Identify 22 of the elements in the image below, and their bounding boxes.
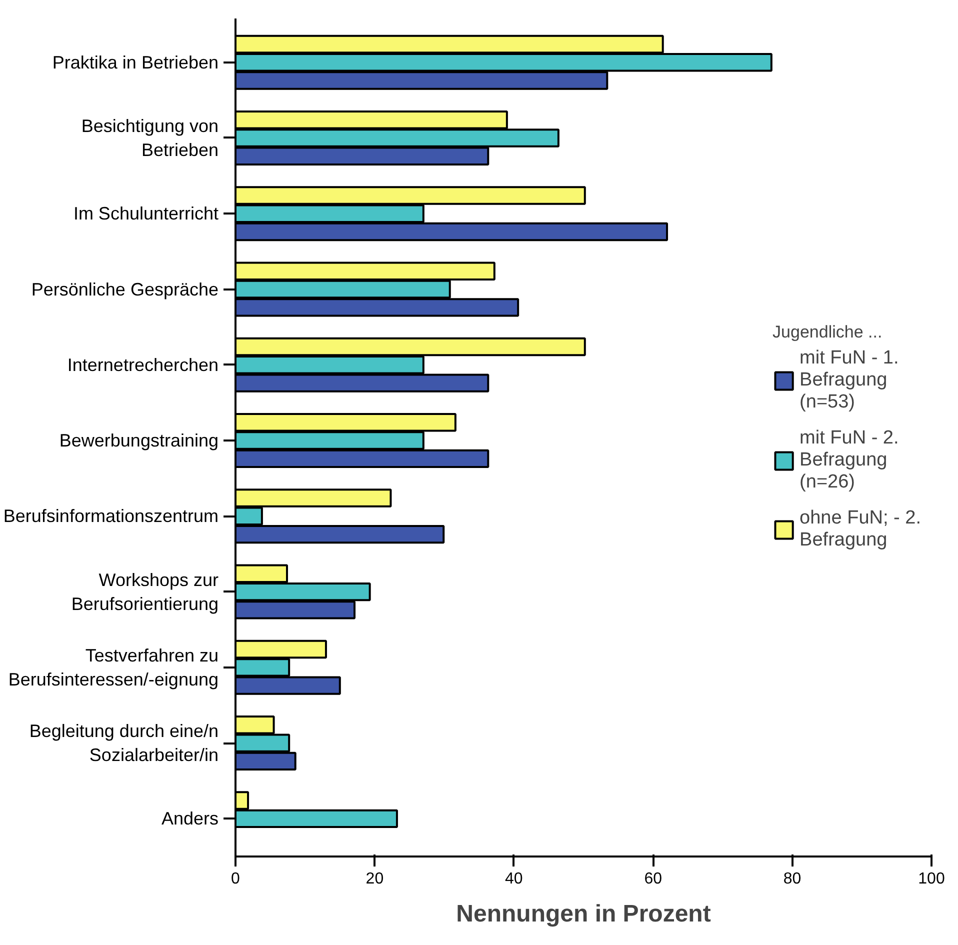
y-tick-label: Besichtigung von Betrieben [81, 116, 219, 160]
y-tick-label: Workshops zur Berufsorientierung [71, 570, 219, 614]
x-tick-label: 40 [505, 870, 523, 888]
y-tick-label: Testverfahren zu Berufsinteressen/-eignung [8, 645, 219, 690]
y-tick-label: Internetrecherchen [67, 354, 218, 375]
y-tick-label: Bewerbungstraining [59, 430, 219, 451]
x-axis-title: Nennungen in Prozent [456, 900, 711, 928]
x-tick-label: 80 [783, 870, 802, 888]
y-tick-label: Berufsinformationszentrum [3, 506, 219, 526]
legend-label: mit FuN - 2. Befragung (n=26) [800, 428, 899, 494]
y-tick-label: Praktika in Betrieben [52, 52, 219, 72]
x-tick-label: 60 [644, 870, 662, 888]
x-tick-label: 100 [918, 870, 945, 888]
y-tick-label: Im Schulunterricht [73, 204, 219, 224]
y-tick-label: Persönliche Gespräche [31, 279, 219, 300]
legend-title: Jugendliche ... [772, 322, 884, 342]
legend-label: ohne FuN; - 2. Befragung [800, 508, 921, 552]
y-tick-label: Anders [161, 808, 219, 829]
x-tick-label: 0 [231, 870, 240, 888]
x-tick-label: 20 [366, 870, 384, 888]
legend-label: mit FuN - 1. Befragung (n=53) [800, 348, 899, 414]
y-tick-label: Begleitung durch eine/n Sozialarbeiter/in [29, 721, 219, 766]
